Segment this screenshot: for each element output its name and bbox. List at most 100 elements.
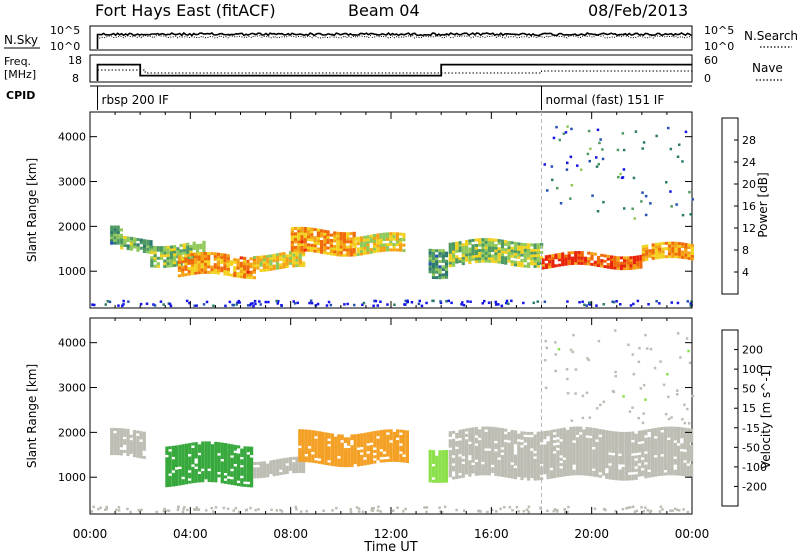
scatter-cell — [471, 252, 475, 256]
scatter-cell — [194, 474, 198, 478]
scatter-cell — [455, 470, 459, 474]
speckle-cell — [466, 300, 469, 303]
scatter-cell — [660, 459, 664, 463]
scatter-cell — [481, 254, 485, 258]
scatter-cell — [686, 439, 690, 442]
scatter-cell — [119, 428, 123, 432]
scatter-cell — [369, 431, 374, 435]
scatter-cell — [339, 237, 343, 241]
scatter-cell — [366, 235, 370, 239]
scatter-cell — [168, 465, 172, 469]
scatter-cell — [602, 440, 606, 444]
speckle-cell — [357, 510, 361, 513]
scatter-cell — [431, 259, 436, 263]
scatter-cell — [405, 452, 409, 455]
speckle-cell — [97, 507, 100, 511]
scatter-cell — [478, 459, 482, 463]
scatter-cell — [320, 245, 324, 249]
scatter-cell — [223, 259, 227, 262]
freq-trace — [96, 63, 692, 81]
scatter-cell — [631, 474, 635, 478]
scatter-cell — [595, 468, 599, 472]
scatter-cell — [523, 259, 527, 263]
scatter-cell — [233, 471, 237, 475]
scatter-cell — [579, 464, 583, 468]
scatter-cell — [435, 474, 439, 478]
scatter-cell — [667, 434, 671, 438]
scatter-cell — [618, 472, 622, 476]
scatter-cell — [611, 458, 615, 462]
scatter-cell — [428, 248, 432, 252]
scatter-cell — [494, 459, 498, 463]
scatter-cell — [176, 252, 180, 256]
scatter-cell — [536, 431, 540, 435]
scatter-cell — [333, 252, 337, 256]
scatter-cell — [500, 255, 505, 259]
scatter-cell — [619, 264, 623, 268]
scatter-cell — [471, 443, 475, 447]
scatter-cell — [317, 442, 321, 445]
scatter-cell — [216, 252, 221, 256]
scatter-cell — [650, 471, 655, 475]
scatter-cell — [210, 449, 215, 453]
scatter-cell — [494, 467, 498, 471]
scatter-cell — [497, 462, 501, 466]
scatter-cell — [520, 455, 524, 459]
scatter-cell — [230, 273, 234, 277]
scatter-cell — [631, 463, 635, 467]
scatter-cell — [491, 434, 495, 438]
scatter-cell — [352, 231, 356, 235]
scatter-cell — [658, 253, 662, 257]
scatter-cell — [116, 446, 120, 450]
scatter-cell — [448, 256, 452, 260]
scatter-cell — [189, 244, 193, 248]
scatter-cell — [308, 437, 312, 441]
scatter-cell — [246, 462, 250, 466]
scatter-cell — [636, 258, 640, 262]
scatter-cell — [169, 253, 173, 257]
scatter-cell — [173, 245, 177, 249]
scatter-cell — [282, 257, 286, 261]
scatter-cell — [389, 448, 393, 452]
scatter-cell — [184, 257, 188, 260]
scatter-cell — [292, 258, 296, 262]
scatter-cell — [595, 458, 599, 461]
scatter-cell — [553, 434, 557, 438]
speckle-cell — [376, 509, 380, 512]
scatter-cell — [329, 252, 333, 256]
sparse-echo — [631, 207, 634, 210]
scatter-cell — [428, 460, 432, 464]
scatter-cell — [491, 257, 495, 261]
scatter-cell — [186, 245, 190, 249]
scatter-cell — [142, 437, 146, 441]
scatter-cell — [577, 253, 581, 257]
scatter-cell — [523, 437, 527, 440]
scatter-cell — [303, 229, 307, 233]
sparse-echo — [581, 416, 585, 420]
scatter-cell — [347, 450, 351, 454]
scatter-cell — [139, 452, 143, 456]
speckle-cell — [418, 299, 421, 303]
scatter-cell — [431, 254, 436, 258]
scatter-cell — [651, 243, 655, 247]
scatter-cell — [356, 242, 360, 246]
scatter-cell — [690, 469, 694, 473]
scatter-cell — [272, 264, 276, 268]
scatter-cell — [402, 451, 406, 455]
scatter-cell — [396, 445, 400, 449]
scatter-cell — [624, 450, 628, 454]
scatter-cell — [644, 429, 648, 433]
scatter-cell — [608, 476, 612, 480]
scatter-cell — [611, 463, 615, 467]
scatter-cell — [624, 442, 628, 446]
scatter-cell — [295, 253, 299, 257]
scatter-cell — [178, 450, 182, 454]
scatter-cell — [452, 449, 456, 453]
date-label: 08/Feb/2013 — [588, 1, 688, 20]
scatter-cell — [487, 243, 491, 247]
scatter-cell — [300, 234, 304, 238]
scatter-cell — [223, 253, 227, 257]
speckle-cell — [431, 299, 434, 303]
scatter-cell — [262, 464, 266, 467]
sparse-echo — [622, 168, 626, 171]
